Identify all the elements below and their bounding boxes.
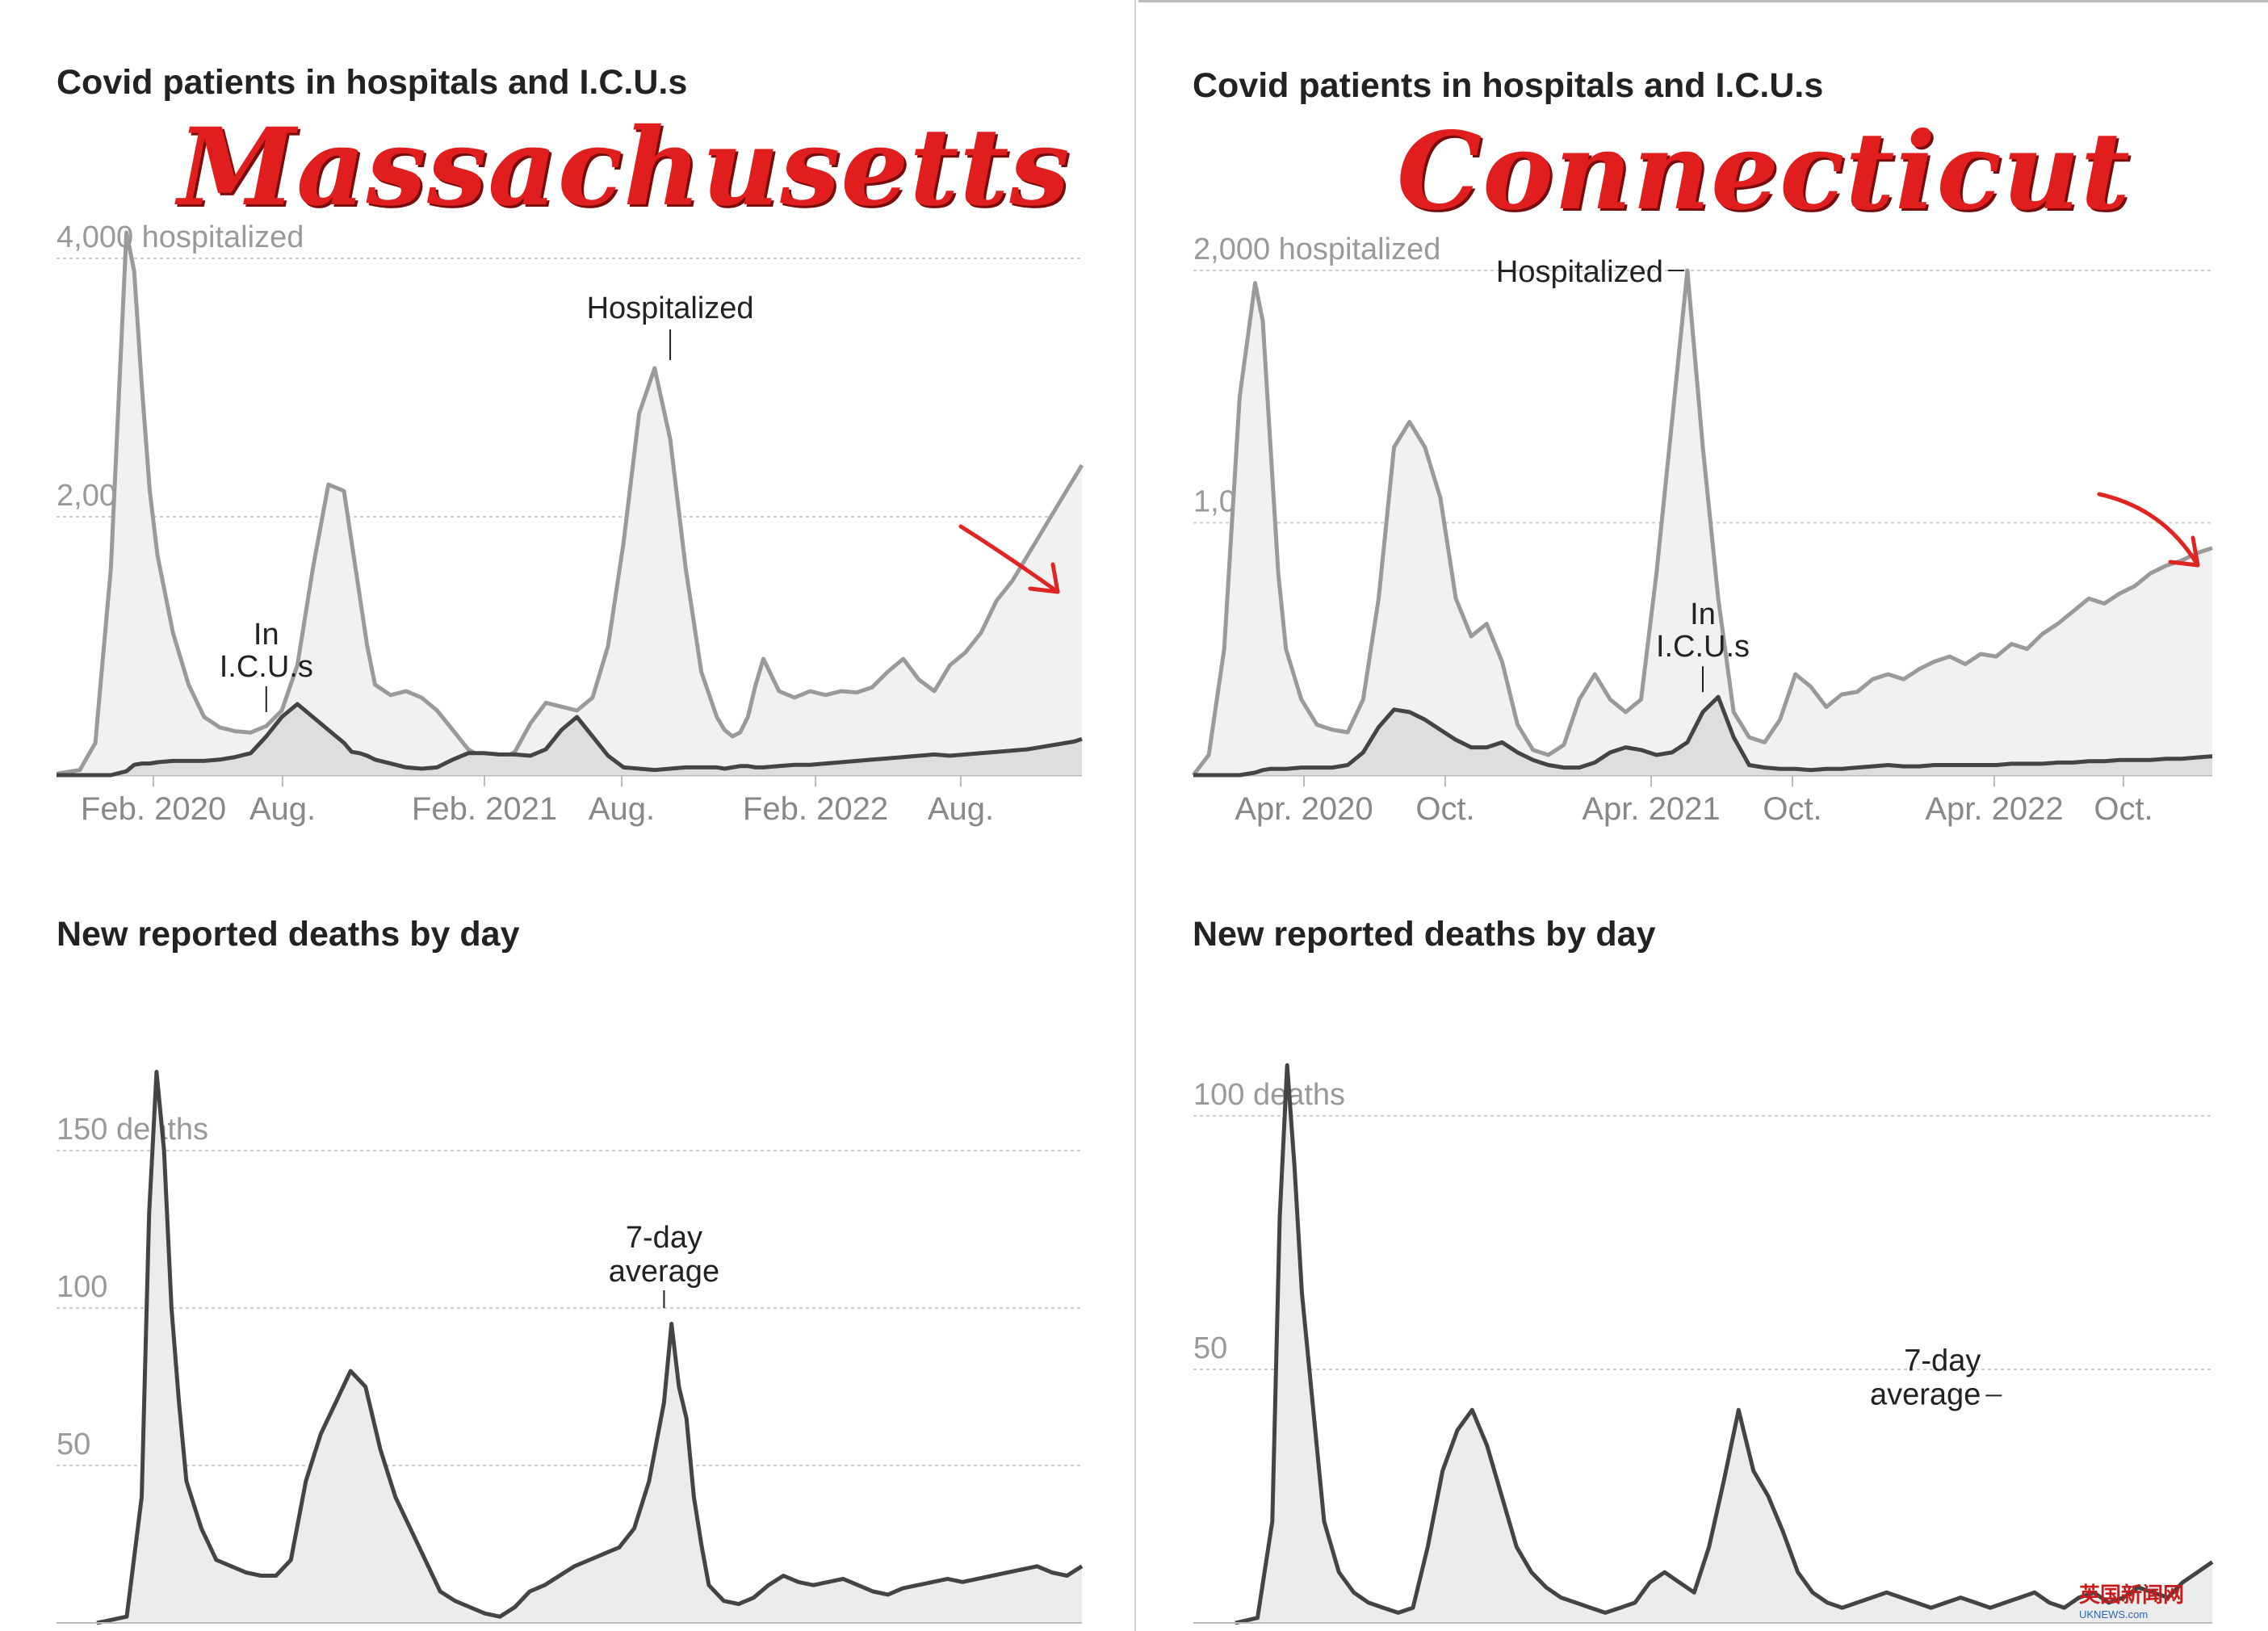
deaths-line — [1235, 1063, 2214, 1625]
hospitalized-label: Hospitalized — [587, 291, 754, 325]
hospitalized-area — [57, 233, 1082, 775]
red-arrow-head — [2168, 535, 2200, 568]
hospitalized-area — [1193, 270, 2212, 775]
hosp-x-tick-label: Aug. — [928, 791, 994, 827]
watermark-logo: 英国新闻网 UKNEWS.com — [2079, 1583, 2185, 1621]
deaths-area — [97, 1071, 1082, 1623]
red-arrow-shaft — [958, 524, 1060, 594]
hosp-y-tick-label: 2,000 hospitalized — [1193, 233, 1440, 266]
hospitalized-line — [56, 230, 1084, 776]
deaths-title-ct: New reported deaths by day — [1193, 915, 1656, 954]
deaths-title-ma: New reported deaths by day — [57, 915, 520, 954]
seven-day-label: average — [1870, 1377, 1981, 1411]
hosp-x-tick-label: Apr. 2021 — [1582, 791, 1720, 827]
icu-label-line2: I.C.U.s — [220, 650, 313, 684]
deaths-area — [1235, 1065, 2212, 1623]
hospitalized-label: Hospitalized — [1496, 255, 1663, 289]
hosp-x-tick-label: Feb. 2022 — [743, 791, 888, 827]
deaths-y-tick-label: 50 — [57, 1428, 90, 1461]
hosp-x-tick-label: Oct. — [1763, 791, 1822, 827]
icu-label-line1: In — [254, 618, 279, 652]
hosp-x-tick-label: Aug. — [249, 791, 316, 827]
hosp-y-tick-label: 4,000 hospitalized — [57, 220, 304, 254]
hosp-x-tick-label: Apr. 2020 — [1235, 791, 1373, 827]
red-arrow-head — [1028, 562, 1060, 594]
deaths-y-tick-label: 150 deaths — [57, 1113, 208, 1147]
hosp-x-tick-label: Feb. 2021 — [412, 791, 557, 827]
icu-label-line1: In — [1690, 597, 1716, 631]
hosp-x-tick-label: Feb. 2020 — [81, 791, 226, 827]
deaths-y-tick-label: 100 deaths — [1193, 1078, 1345, 1112]
hosp-title-ct: Covid patients in hospitals and I.C.U.s — [1193, 66, 1824, 105]
state-label-ma: Massachusetts — [178, 105, 1071, 230]
seven-day-label: 7-day — [1904, 1344, 1981, 1377]
seven-day-label: average — [609, 1255, 719, 1289]
hosp-x-tick-label: Apr. 2022 — [1925, 791, 2063, 827]
deaths-y-tick-label: 50 — [1193, 1331, 1227, 1365]
hospitalized-line — [1192, 268, 2213, 777]
hosp-title-ma: Covid patients in hospitals and I.C.U.s — [57, 63, 688, 102]
hosp-x-tick-label: Aug. — [589, 791, 655, 827]
deaths-y-tick-label: 100 — [57, 1270, 107, 1304]
top-border — [1138, 0, 2268, 2]
red-arrow-shaft — [2097, 492, 2200, 568]
hosp-x-tick-label: Oct. — [1415, 791, 1474, 827]
panel-divider — [1134, 0, 1136, 1631]
icu-label-line2: I.C.U.s — [1656, 630, 1750, 664]
icu-line — [1193, 694, 2213, 778]
state-label-ct: Connecticut — [1397, 109, 2131, 234]
icu-line — [57, 702, 1083, 778]
seven-day-label: 7-day — [626, 1221, 702, 1255]
deaths-line — [96, 1070, 1084, 1625]
icu-area — [57, 704, 1082, 775]
hosp-x-tick-label: Oct. — [2094, 791, 2153, 827]
icu-area — [1193, 697, 2212, 775]
